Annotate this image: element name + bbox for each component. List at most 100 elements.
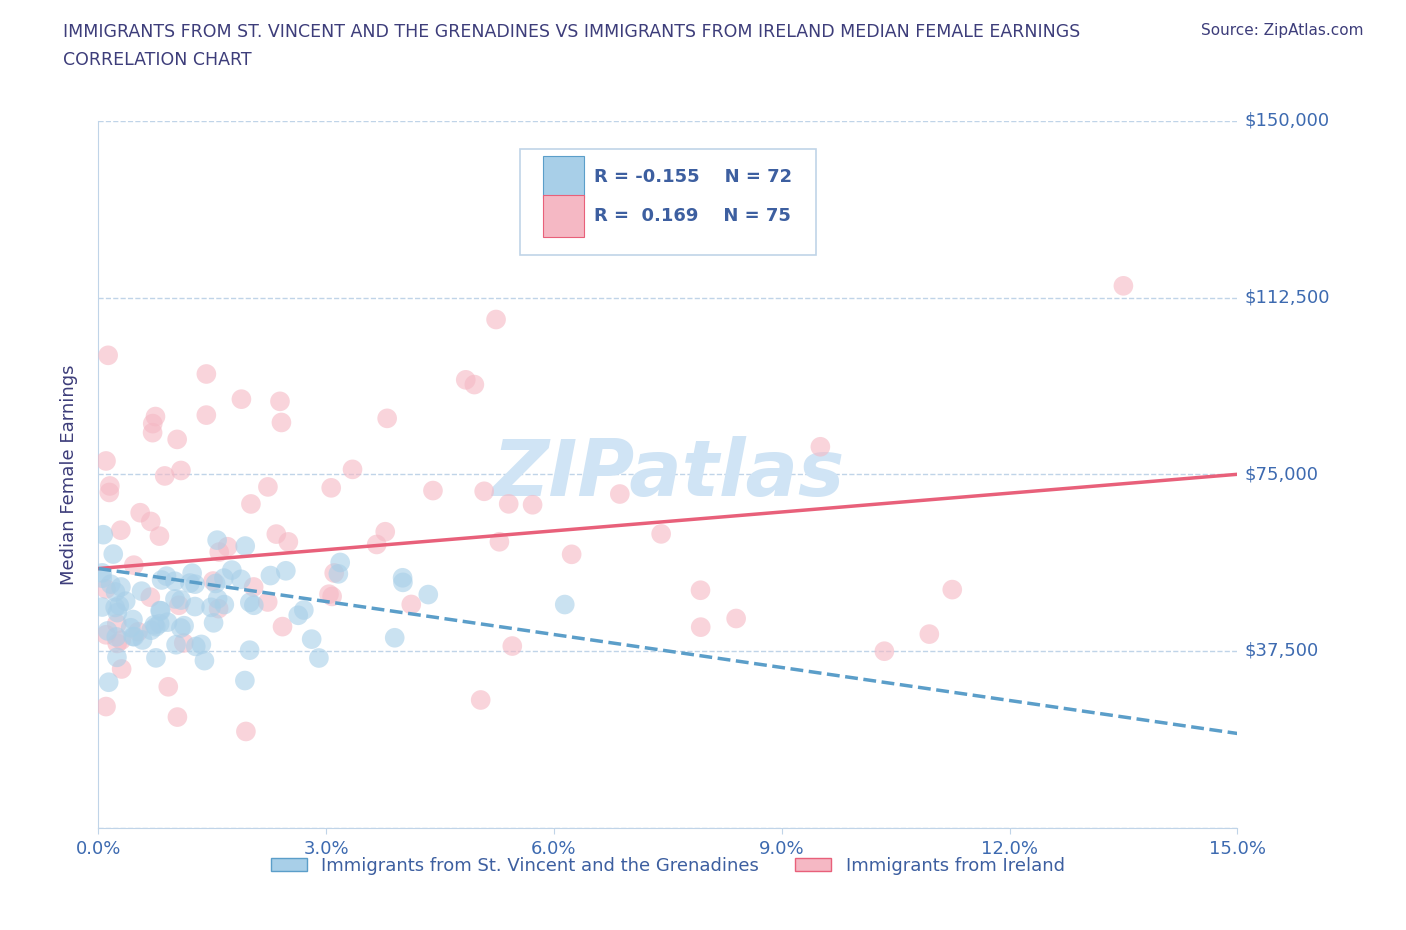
Point (104, 584, 127, 599)
Point (97, 623, 120, 638)
Point (554, 597, 576, 612)
Point (149, 604, 172, 618)
Point (207, 591, 229, 606)
Point (418, 587, 440, 602)
Point (470, 693, 492, 708)
Point (97, 348, 120, 363)
Y-axis label: Median Female Earnings: Median Female Earnings (59, 364, 77, 585)
Point (91, 571, 114, 586)
Point (239, 595, 262, 610)
Point (689, 619, 711, 634)
Point (329, 555, 352, 570)
Point (522, 498, 544, 512)
Point (208, 545, 231, 560)
Point (170, 463, 193, 478)
Point (257, 480, 280, 495)
Point (141, 623, 163, 638)
Point (110, 579, 132, 594)
Point (321, 589, 343, 604)
Text: $37,500: $37,500 (1244, 642, 1319, 660)
Point (463, 378, 485, 392)
Point (97, 675, 120, 690)
Point (110, 523, 132, 538)
Point (105, 636, 128, 651)
Point (233, 538, 256, 553)
Point (384, 631, 406, 645)
Point (233, 673, 256, 688)
Point (243, 598, 266, 613)
Point (689, 583, 711, 598)
Point (170, 592, 193, 607)
Text: $150,000: $150,000 (1244, 112, 1329, 130)
Point (165, 637, 187, 652)
Point (342, 462, 364, 477)
Point (166, 432, 188, 446)
Point (166, 710, 188, 724)
Point (104, 600, 127, 615)
Point (277, 535, 299, 550)
Point (650, 526, 672, 541)
Point (142, 425, 165, 440)
Point (122, 558, 145, 573)
Point (139, 514, 162, 529)
Text: Source: ZipAtlas.com: Source: ZipAtlas.com (1201, 23, 1364, 38)
Point (472, 484, 495, 498)
Point (375, 411, 398, 426)
Text: $112,500: $112,500 (1244, 288, 1330, 307)
Point (149, 604, 172, 618)
Point (231, 392, 253, 406)
Point (150, 573, 173, 588)
Point (366, 537, 388, 551)
Point (155, 569, 177, 584)
Point (392, 575, 415, 590)
Point (131, 584, 153, 599)
Point (488, 535, 510, 550)
Point (399, 597, 422, 612)
Point (145, 409, 167, 424)
Point (808, 439, 831, 454)
Point (202, 616, 225, 631)
Point (105, 630, 128, 644)
Point (184, 577, 207, 591)
Point (127, 624, 149, 639)
Point (1112, 278, 1135, 293)
Point (105, 605, 128, 620)
Point (190, 637, 212, 652)
Point (91, 527, 114, 542)
Point (142, 416, 165, 431)
Point (485, 312, 508, 327)
Point (98, 479, 121, 494)
Point (321, 481, 343, 496)
Point (207, 601, 229, 616)
Point (163, 591, 186, 606)
Point (941, 582, 963, 597)
Text: IMMIGRANTS FROM ST. VINCENT AND THE GRENADINES VS IMMIGRANTS FROM IRELAND MEDIAN: IMMIGRANTS FROM ST. VINCENT AND THE GREN… (63, 23, 1081, 41)
Point (100, 577, 122, 591)
Point (143, 618, 166, 632)
Point (91, 565, 114, 580)
Point (454, 372, 477, 387)
Point (145, 619, 167, 634)
Point (301, 631, 323, 646)
Point (120, 620, 142, 635)
Point (153, 469, 176, 484)
Point (108, 598, 131, 613)
Point (287, 608, 309, 623)
Point (235, 724, 257, 739)
Point (170, 620, 193, 635)
Point (374, 525, 396, 539)
Point (129, 505, 152, 520)
Point (111, 661, 134, 676)
Point (131, 632, 153, 647)
Point (122, 629, 145, 644)
Point (918, 627, 941, 642)
Point (200, 600, 222, 615)
Point (98, 485, 121, 500)
Point (179, 576, 201, 591)
Point (271, 619, 294, 634)
Point (318, 587, 340, 602)
Point (94, 454, 117, 469)
Point (239, 497, 262, 512)
Point (193, 653, 215, 668)
Point (122, 612, 145, 627)
